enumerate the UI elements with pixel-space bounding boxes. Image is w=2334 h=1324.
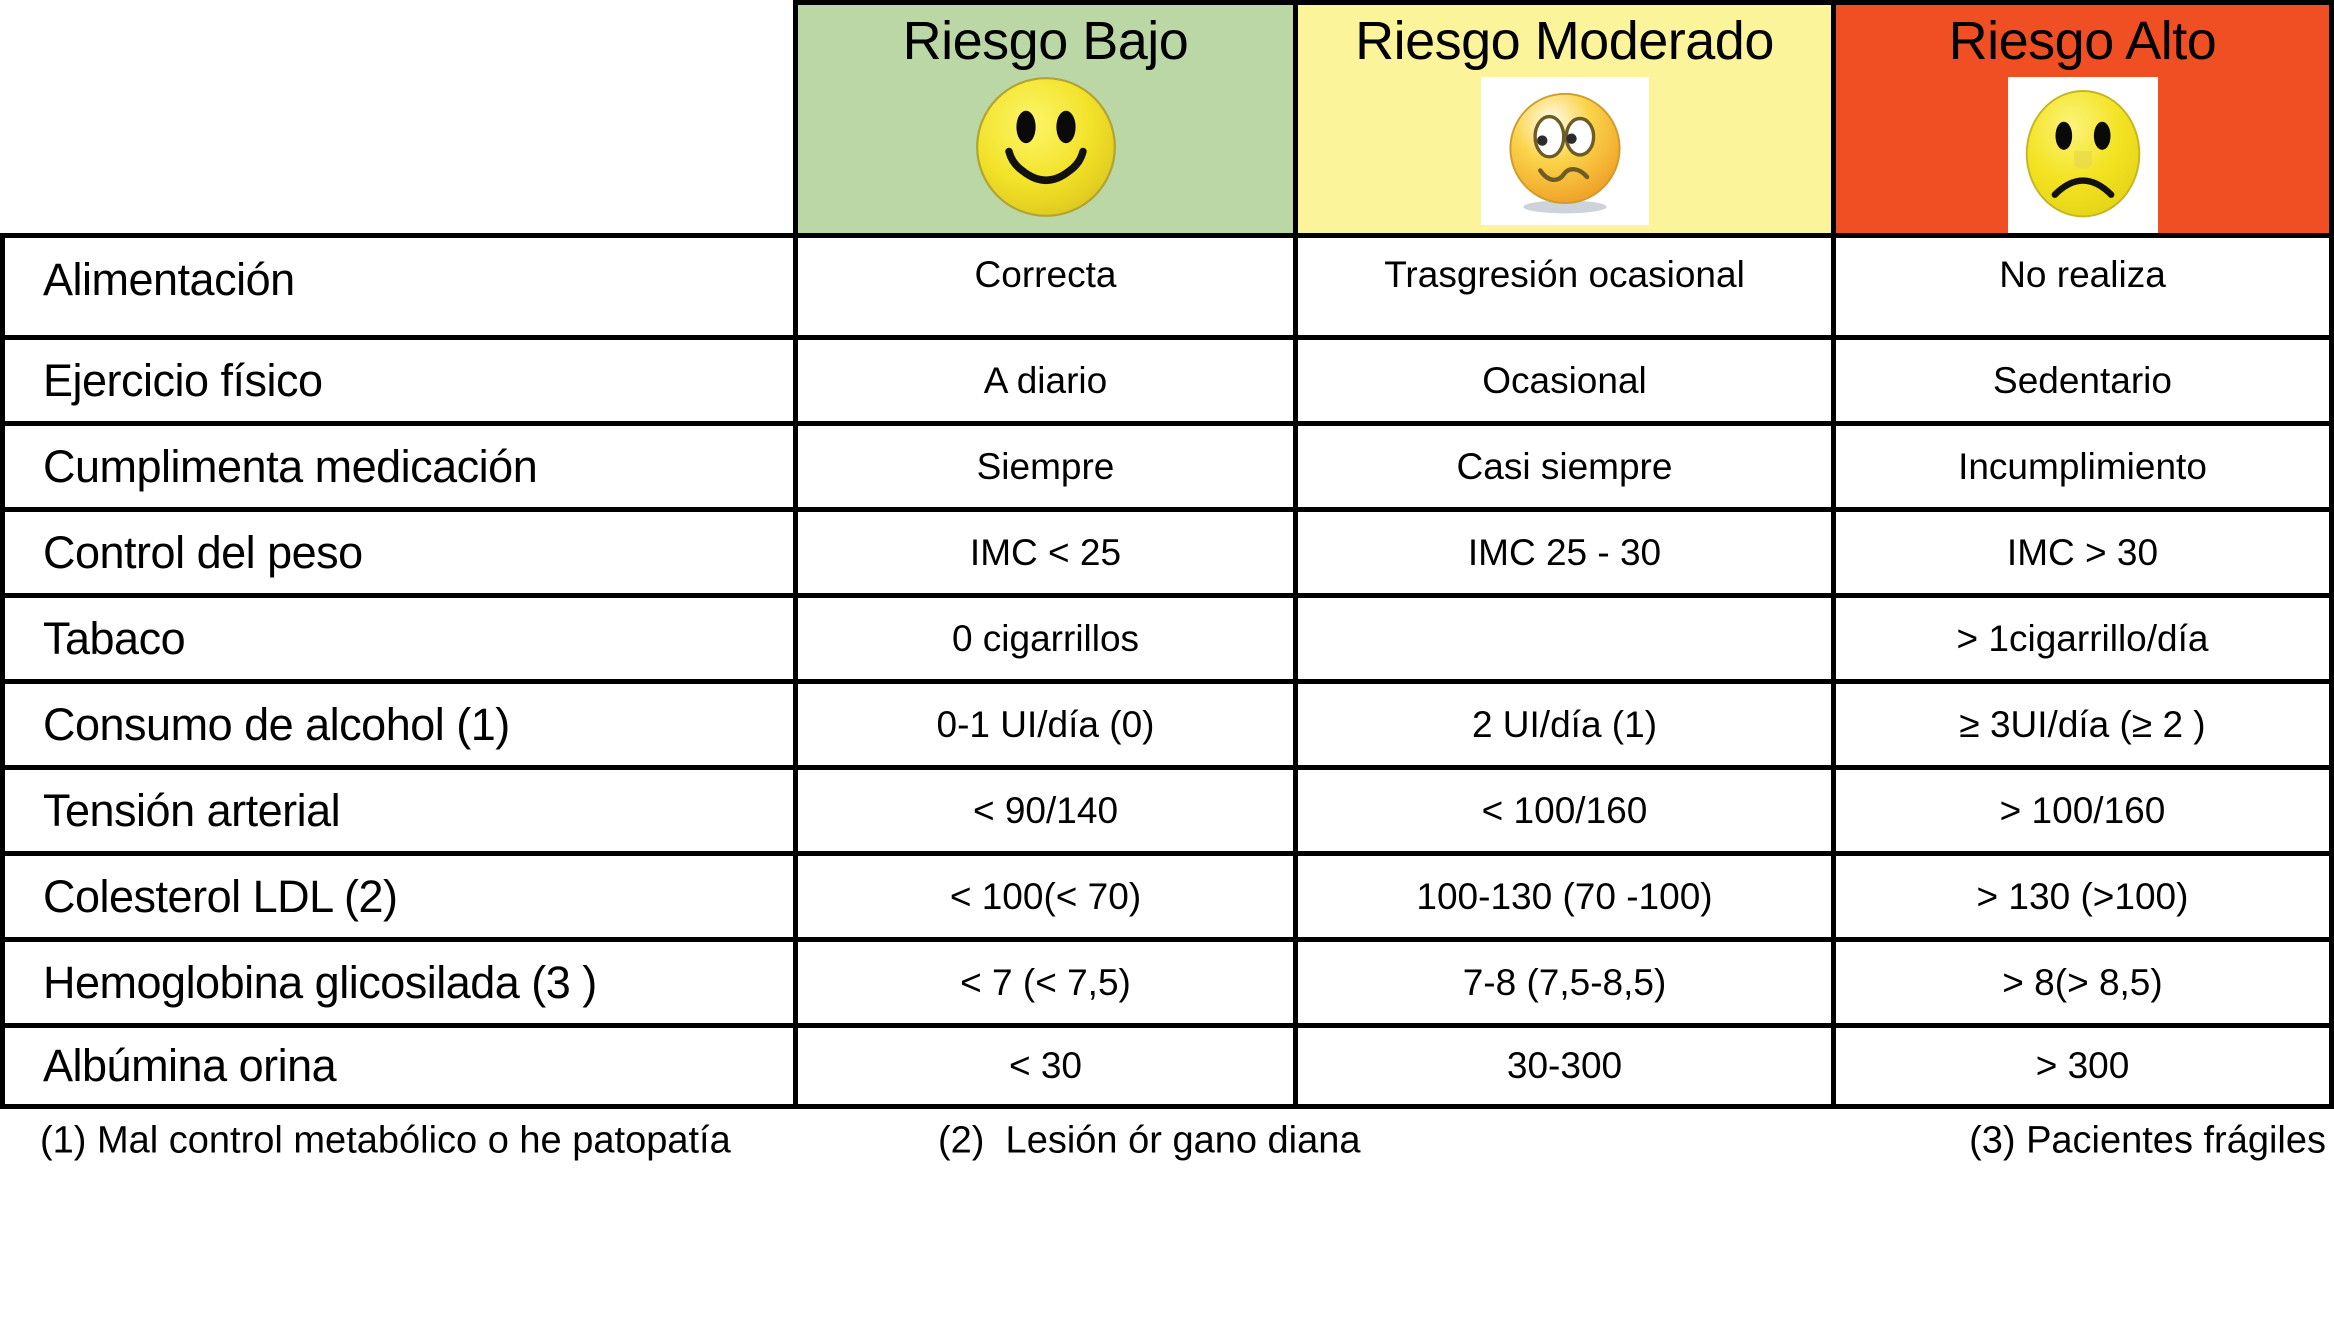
cell-value: 30-300 <box>1293 1023 1831 1109</box>
cell-value: < 100/160 <box>1293 765 1831 851</box>
row-label: Cumplimenta medicación <box>0 421 793 507</box>
cell-value: Siempre <box>793 421 1293 507</box>
row-label: Tensión arterial <box>0 765 793 851</box>
happy-face-icon <box>975 77 1116 217</box>
cell-value: ≥ 3UI/día (≥ 2 ) <box>1831 679 2334 765</box>
cell-value: Correcta <box>793 233 1293 335</box>
row-label: Control del peso <box>0 507 793 593</box>
cell-value: Casi siempre <box>1293 421 1831 507</box>
cell-value <box>1293 593 1831 679</box>
footnote-2: (2) Lesión ór gano diana <box>938 1119 1361 1162</box>
cell-value: < 100(< 70) <box>793 851 1293 937</box>
row-label: Hemoglobina glicosilada (3 ) <box>0 937 793 1023</box>
sad-face-icon <box>2025 90 2140 218</box>
footnote-1: (1) Mal control metabólico o he patopatí… <box>40 1119 731 1162</box>
footnotes-row: (1) Mal control metabólico o he patopatí… <box>0 1109 2334 1173</box>
header-riesgo-moderado: Riesgo Moderado <box>1293 0 1831 233</box>
cell-value: IMC > 30 <box>1831 507 2334 593</box>
header-label-low: Riesgo Bajo <box>902 11 1189 71</box>
cell-value: > 1cigarrillo/día <box>1831 593 2334 679</box>
cell-value: A diario <box>793 335 1293 421</box>
cell-value: < 7 (< 7,5) <box>793 937 1293 1023</box>
cell-value: Trasgresión ocasional <box>1293 233 1831 335</box>
cell-value: > 8(> 8,5) <box>1831 937 2334 1023</box>
skeptical-face-icon <box>1508 92 1621 214</box>
row-label: Albúmina orina <box>0 1023 793 1109</box>
header-empty-cell <box>0 0 793 233</box>
cell-value: 2 UI/día (1) <box>1293 679 1831 765</box>
risk-table: Riesgo Bajo Riesgo Moderado <box>0 0 2334 1173</box>
header-riesgo-alto: Riesgo Alto <box>1831 0 2334 233</box>
cell-value: No realiza <box>1831 233 2334 335</box>
cell-value: < 90/140 <box>793 765 1293 851</box>
skeptical-face-frame <box>1480 77 1649 225</box>
header-label-moderate: Riesgo Moderado <box>1355 11 1774 71</box>
footnote-3: (3) Pacientes frágiles <box>1969 1119 2326 1162</box>
cell-value: > 130 (>100) <box>1831 851 2334 937</box>
cell-value: 100-130 (70 -100) <box>1293 851 1831 937</box>
cell-value: 7-8 (7,5-8,5) <box>1293 937 1831 1023</box>
cell-value: Incumplimiento <box>1831 421 2334 507</box>
cell-value: IMC < 25 <box>793 507 1293 593</box>
cell-value: > 100/160 <box>1831 765 2334 851</box>
cell-value: > 300 <box>1831 1023 2334 1109</box>
sad-face-frame <box>2007 77 2158 233</box>
cell-value: Ocasional <box>1293 335 1831 421</box>
row-label: Alimentación <box>0 233 793 335</box>
header-riesgo-bajo: Riesgo Bajo <box>793 0 1293 233</box>
cell-value: Sedentario <box>1831 335 2334 421</box>
row-label: Tabaco <box>0 593 793 679</box>
row-label: Consumo de alcohol (1) <box>0 679 793 765</box>
cell-value: 0 cigarrillos <box>793 593 1293 679</box>
row-label: Ejercicio físico <box>0 335 793 421</box>
cell-value: 0-1 UI/día (0) <box>793 679 1293 765</box>
header-label-high: Riesgo Alto <box>1948 11 2217 71</box>
cell-value: < 30 <box>793 1023 1293 1109</box>
row-label: Colesterol LDL (2) <box>0 851 793 937</box>
cell-value: IMC 25 - 30 <box>1293 507 1831 593</box>
